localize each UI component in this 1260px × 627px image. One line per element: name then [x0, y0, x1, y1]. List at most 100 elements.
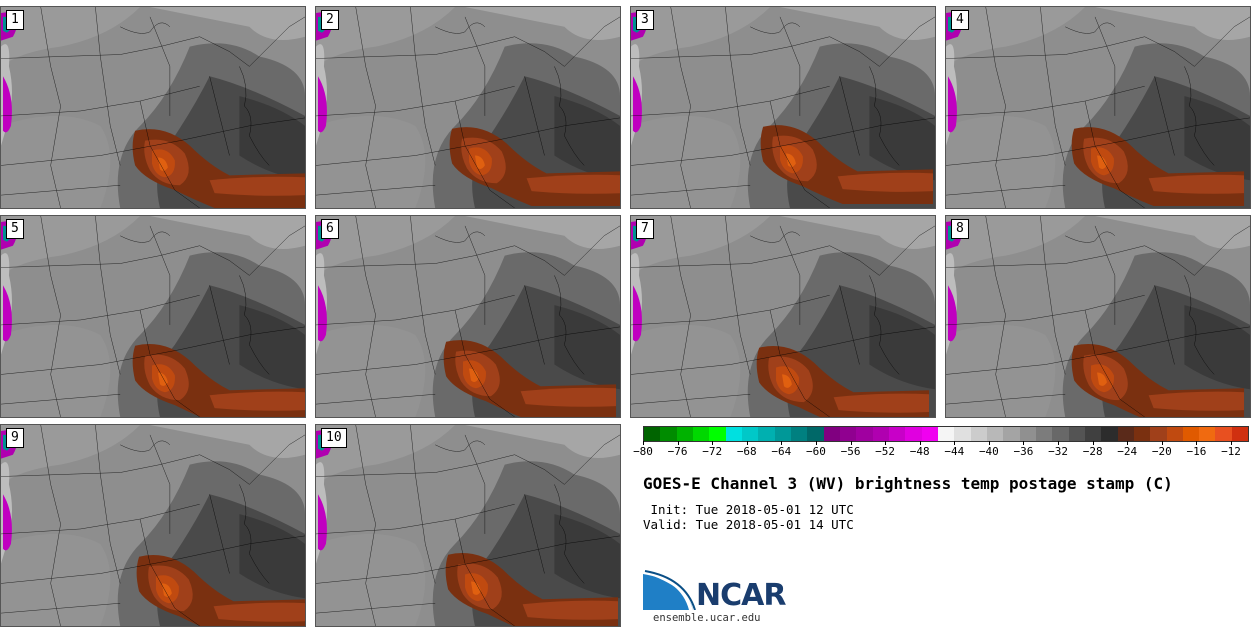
ensemble-member-panel-9: 9 [0, 424, 306, 627]
colorbar-segment [774, 427, 791, 441]
colorbar-segment [1182, 427, 1200, 441]
colorbar-tick-label: −76 [667, 445, 688, 458]
colorbar [643, 426, 1249, 442]
colorbar-segment [1231, 427, 1249, 441]
logo-wordmark: NCAR [696, 578, 786, 613]
colorbar-tick-label: −16 [1186, 445, 1207, 458]
colorbar-tick-label: −80 [633, 445, 653, 458]
colorbar-tick-label: −32 [1048, 445, 1068, 458]
colorbar-segment [839, 427, 857, 441]
colorbar-segment [872, 427, 889, 441]
panel-number-label: 6 [321, 219, 339, 239]
colorbar-segment [856, 427, 873, 441]
colorbar-tick-mark [988, 441, 990, 445]
colorbar-segment [1166, 427, 1183, 441]
colorbar-segment [905, 427, 922, 441]
colorbar-tick-label: −40 [978, 445, 999, 458]
colorbar-segment [986, 427, 1004, 441]
ensemble-member-panel-6: 6 [315, 215, 621, 418]
panel-number-label: 1 [6, 10, 24, 30]
colorbar-tick-mark [850, 441, 852, 445]
panel-number-label: 5 [6, 219, 24, 239]
colorbar-tick-mark [1196, 441, 1198, 445]
colorbar-segment [1199, 427, 1216, 441]
colorbar-segment [1215, 427, 1232, 441]
colorbar-segment [1150, 427, 1167, 441]
colorbar-tick-label: −60 [806, 445, 826, 458]
ensemble-member-panel-1: 1 [0, 6, 306, 209]
colorbar-tick-label: −20 [1151, 445, 1172, 458]
colorbar-segment [1133, 427, 1151, 441]
ensemble-member-panel-3: 3 [630, 6, 936, 209]
valid-time: Valid: Tue 2018-05-01 14 UTC [643, 517, 854, 532]
colorbar-segment [758, 427, 775, 441]
colorbar-tick-mark [1161, 441, 1163, 445]
colorbar-segment [954, 427, 971, 441]
colorbar-segment [1117, 427, 1134, 441]
colorbar-tick-mark [885, 441, 887, 445]
ensemble-member-panel-7: 7 [630, 215, 936, 418]
colorbar-tick-mark [1127, 441, 1129, 445]
colorbar-tick-mark [815, 441, 817, 445]
colorbar-tick-mark [1231, 441, 1232, 445]
panel-number-label: 10 [321, 428, 347, 448]
colorbar-segment [709, 427, 726, 441]
colorbar-tick-mark [1058, 441, 1060, 445]
colorbar-tick-label: −24 [1117, 445, 1138, 458]
panel-number-label: 4 [951, 10, 969, 30]
panel-number-label: 3 [636, 10, 654, 30]
colorbar-tick-label: −44 [944, 445, 965, 458]
colorbar-segment [823, 427, 840, 441]
ensemble-member-panel-5: 5 [0, 215, 306, 418]
colorbar-segment [1101, 427, 1118, 441]
colorbar-segment [937, 427, 955, 441]
colorbar-tick-mark [954, 441, 956, 445]
init-time: Init: Tue 2018-05-01 12 UTC [643, 502, 854, 517]
colorbar-segment [660, 427, 677, 441]
colorbar-tick-label: −64 [771, 445, 792, 458]
colorbar-segment [692, 427, 710, 441]
colorbar-tick-label: −56 [840, 445, 861, 458]
logo-url: ensemble.ucar.edu [653, 612, 761, 624]
colorbar-tick-label: −12 [1221, 445, 1241, 458]
colorbar-tick-mark [712, 441, 714, 445]
colorbar-tick-mark [1023, 441, 1025, 445]
panel-number-label: 8 [951, 219, 969, 239]
colorbar-segment [1035, 427, 1053, 441]
colorbar-ticks: −80 −76 −72 −68 −64 −60 −56 −52 −48 −44 −40 −36 −32 −… [633, 441, 1247, 463]
colorbar-segment [725, 427, 742, 441]
colorbar-segment [921, 427, 938, 441]
colorbar-segment [970, 427, 987, 441]
ensemble-member-panel-10: 10 [315, 424, 621, 627]
colorbar-segment [1084, 427, 1102, 441]
panel-number-label: 9 [6, 428, 24, 448]
colorbar-tick-label: −28 [1082, 445, 1103, 458]
figure-title: GOES-E Channel 3 (WV) brightness temp po… [643, 474, 1173, 493]
panel-number-label: 2 [321, 10, 339, 30]
colorbar-tick-mark [781, 441, 783, 445]
colorbar-tick-mark [643, 441, 644, 445]
colorbar-segment [676, 427, 693, 441]
colorbar-tick-label: −52 [875, 445, 896, 458]
colorbar-segment [1068, 427, 1085, 441]
colorbar-segment [790, 427, 808, 441]
colorbar-tick-mark [677, 441, 679, 445]
ncar-logo [643, 570, 696, 610]
colorbar-segment [888, 427, 906, 441]
panel-number-label: 7 [636, 219, 654, 239]
colorbar-tick-label: −68 [736, 445, 757, 458]
colorbar-segment [1019, 427, 1036, 441]
colorbar-segment [1003, 427, 1020, 441]
ensemble-member-panel-4: 4 [945, 6, 1251, 209]
colorbar-tick-label: −36 [1013, 445, 1034, 458]
colorbar-tick-mark [919, 441, 921, 445]
colorbar-segment [1052, 427, 1069, 441]
colorbar-tick-mark [1092, 441, 1094, 445]
colorbar-segment [741, 427, 759, 441]
colorbar-segment [644, 427, 661, 441]
colorbar-tick-label: −48 [909, 445, 930, 458]
colorbar-tick-label: −72 [702, 445, 723, 458]
ensemble-member-panel-2: 2 [315, 6, 621, 209]
ensemble-member-panel-8: 8 [945, 215, 1251, 418]
colorbar-segment [807, 427, 824, 441]
